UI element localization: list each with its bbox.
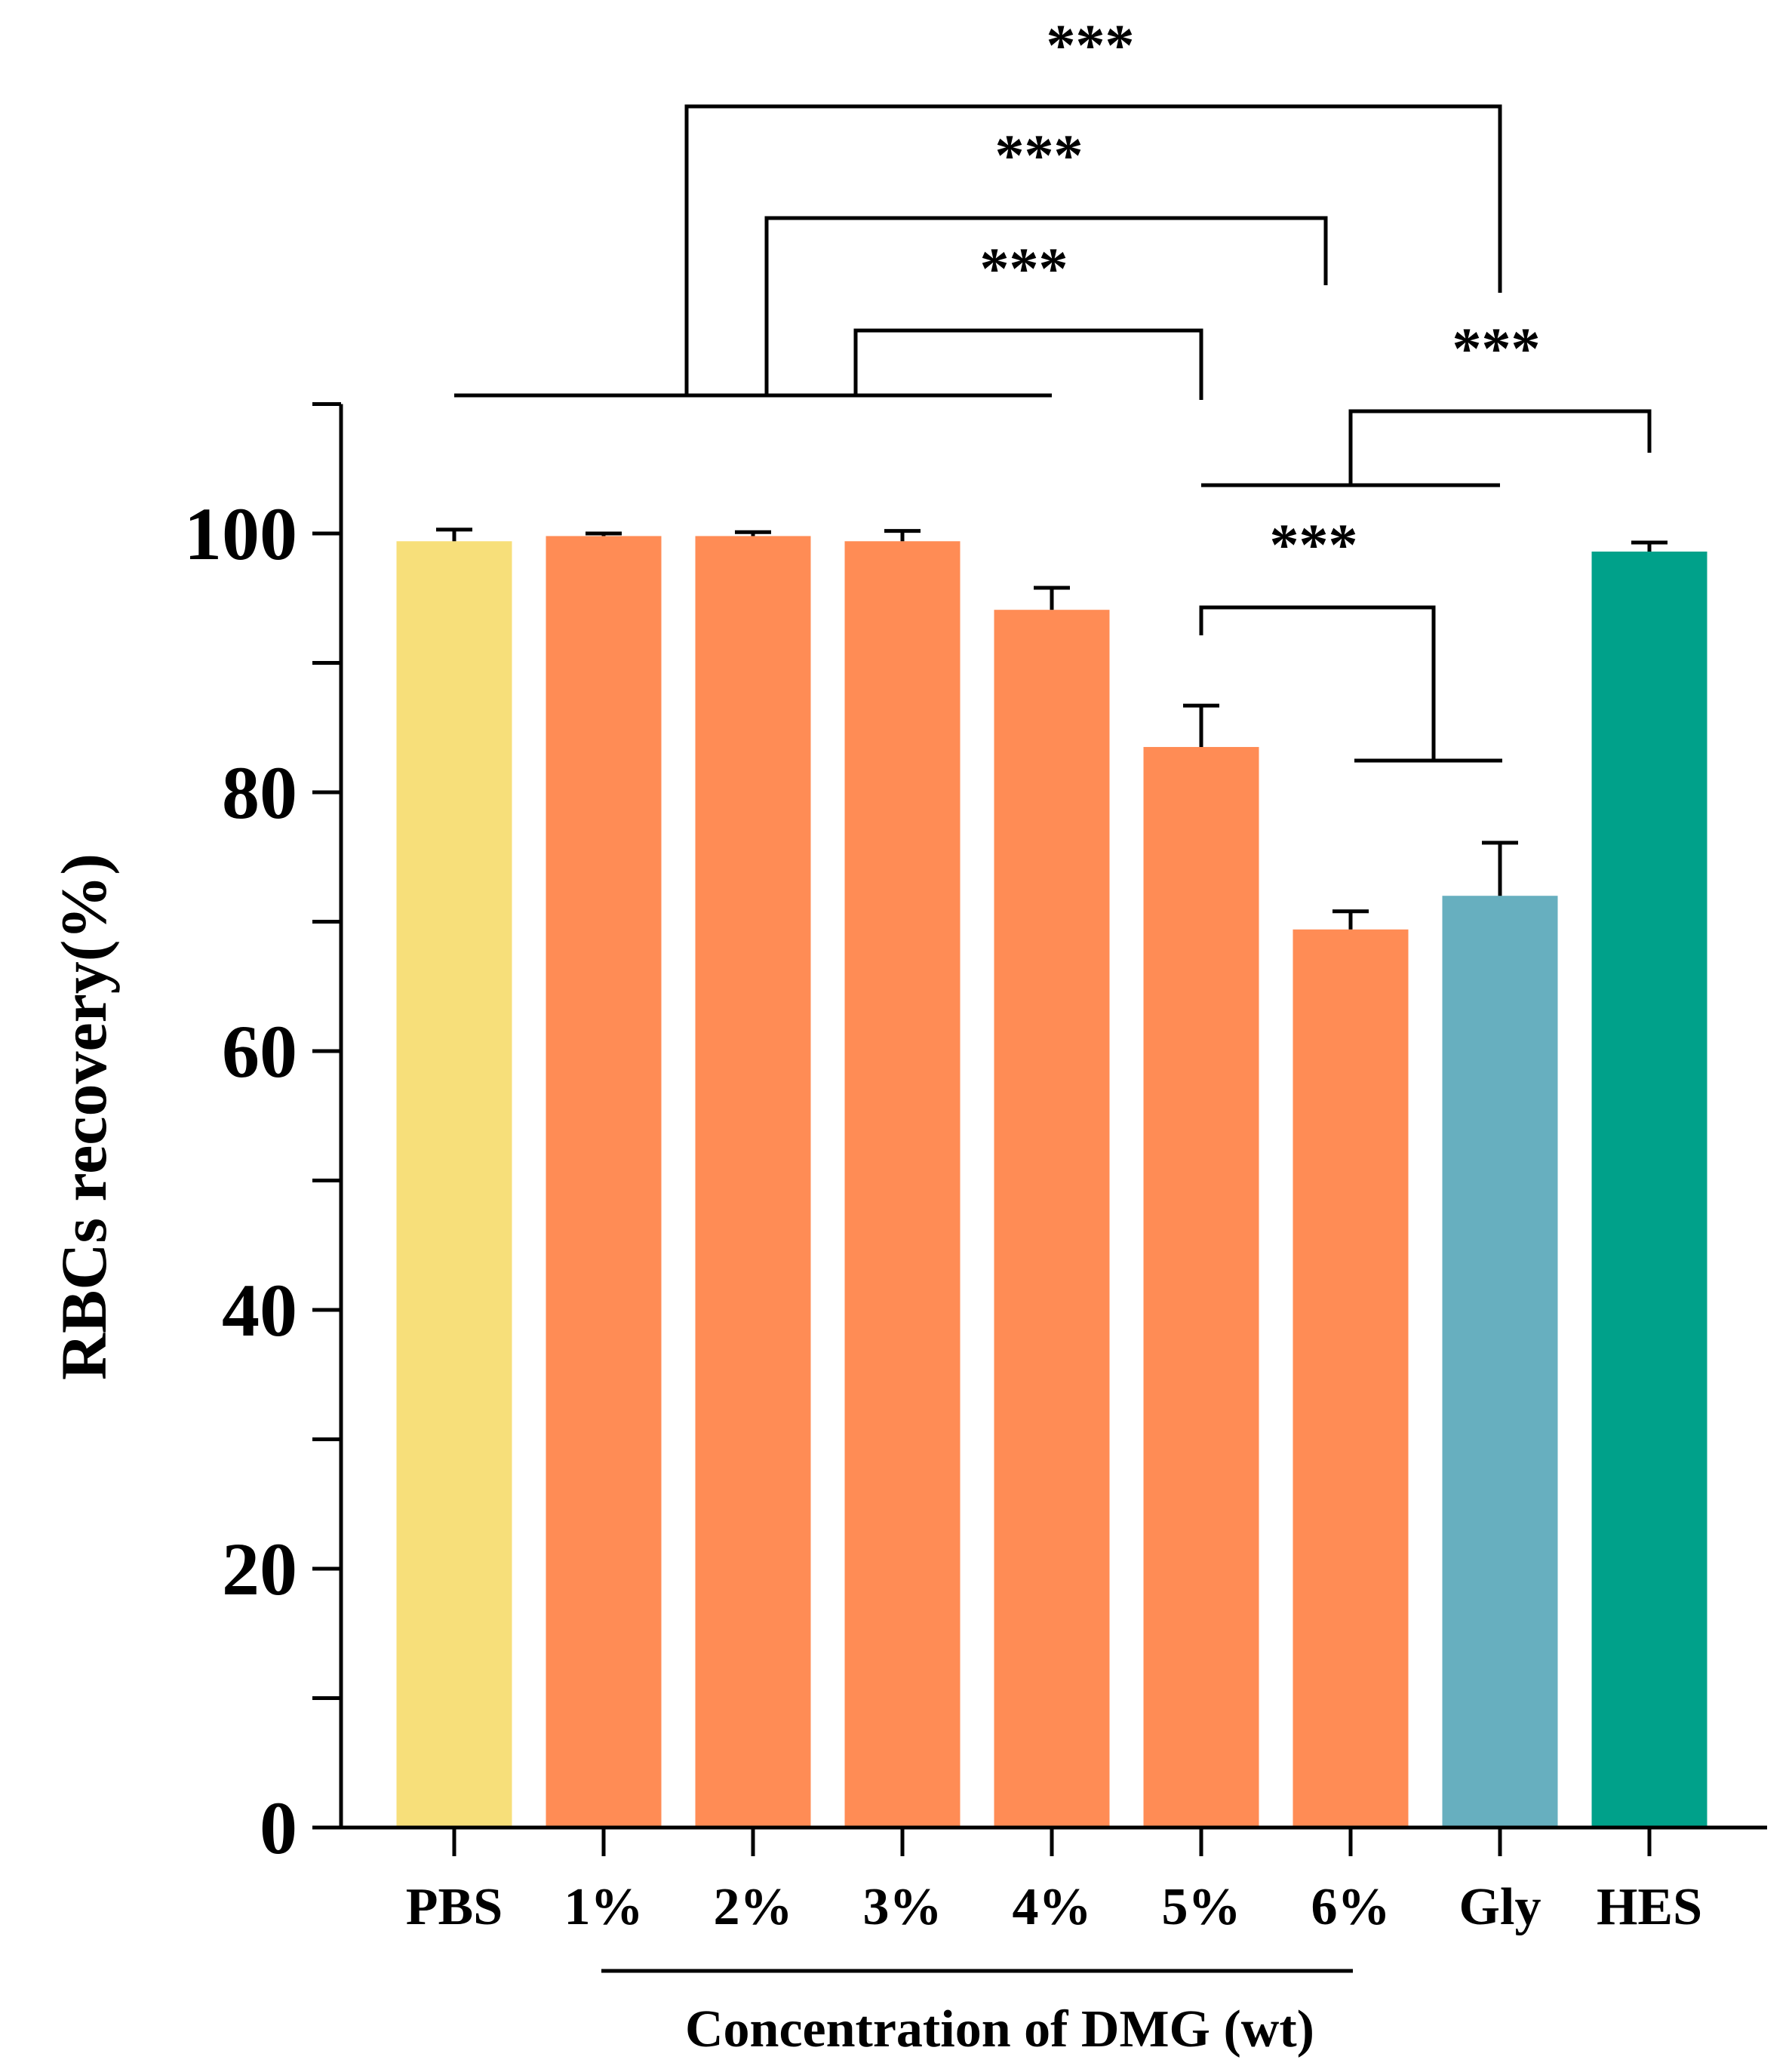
x-tick-label: 3% [863, 1878, 942, 1936]
y-tick-label: 100 [184, 492, 297, 576]
bar-4pct [994, 610, 1110, 1828]
significance-brackets: *** *** *** *** *** [454, 12, 1652, 763]
bar-3pct [844, 541, 961, 1828]
bracket-5pct-pair [1199, 605, 1436, 761]
x-tick-label: 2% [714, 1878, 793, 1936]
y-tick-label: 20 [222, 1527, 297, 1611]
bracket-pair-hes [1348, 409, 1652, 485]
y-tick-label: 40 [222, 1268, 297, 1352]
error-bars [436, 527, 1668, 930]
bar-pbs [396, 541, 512, 1828]
bar-2pct [695, 536, 811, 1828]
y-axis-label: RBCs recovery(%) [48, 853, 120, 1380]
group-label: Concentration of DMG (wt) [685, 2000, 1314, 2058]
bracket-group-5pct [853, 328, 1203, 400]
x-tick-label: 6% [1311, 1878, 1391, 1936]
bars [396, 536, 1707, 1828]
significance-label: *** [980, 235, 1068, 301]
x-tick-label: PBS [406, 1878, 503, 1936]
y-axis-title: RBCs recovery(%) [48, 853, 120, 1380]
significance-label: *** [1452, 315, 1541, 381]
bracket-group-gly [684, 104, 1502, 395]
significance-label: *** [1047, 12, 1135, 78]
x-tick-label: HES [1597, 1878, 1702, 1936]
y-tick-label: 0 [260, 1786, 297, 1870]
significance-label: *** [1270, 512, 1358, 577]
x-tick-label: 4% [1013, 1878, 1092, 1936]
x-tick-label: Gly [1459, 1878, 1541, 1936]
significance-label: *** [995, 122, 1083, 188]
bar-1pct [546, 536, 662, 1828]
y-tick-label: 80 [222, 751, 297, 835]
bar-hes [1591, 552, 1707, 1828]
axes: 0 20 40 60 80 100 [184, 402, 1767, 1870]
bar-6pct [1293, 929, 1409, 1828]
bracket-group-6pct [764, 216, 1328, 395]
category-group: Concentration of DMG (wt) [601, 1969, 1353, 2058]
bar-5pct [1143, 746, 1259, 1828]
x-tick-label: 1% [564, 1878, 644, 1936]
y-tick-label: 60 [222, 1010, 297, 1093]
bar-gly [1442, 896, 1558, 1828]
x-tick-label: 5% [1162, 1878, 1241, 1936]
category-labels: PBS 1% 2% 3% 4% 5% 6% Gly HES [406, 1878, 1702, 1936]
